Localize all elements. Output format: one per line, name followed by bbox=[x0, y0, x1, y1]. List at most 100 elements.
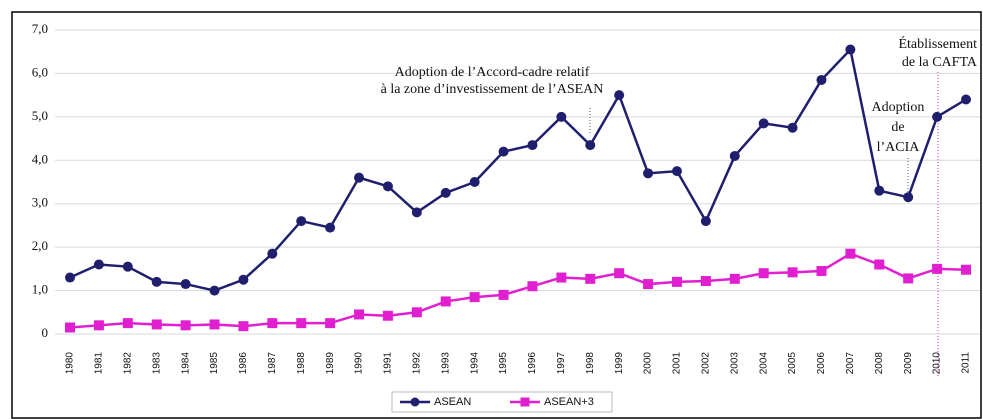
x-tick-label: 1987 bbox=[267, 352, 278, 375]
x-tick-label: 1994 bbox=[469, 352, 480, 375]
y-tick-label: 4,0 bbox=[32, 151, 48, 166]
point bbox=[932, 111, 943, 122]
y-tick-label: 5,0 bbox=[32, 108, 48, 123]
x-tick-label: 1995 bbox=[498, 352, 509, 375]
x-tick-label: 1990 bbox=[354, 352, 365, 375]
point bbox=[180, 279, 191, 290]
point bbox=[614, 90, 625, 101]
y-tick-label: 0 bbox=[42, 325, 49, 340]
point bbox=[151, 319, 162, 330]
x-tick-label: 1983 bbox=[151, 352, 162, 375]
x-tick-label: 1991 bbox=[383, 352, 394, 375]
legend-box bbox=[391, 391, 613, 413]
series-line bbox=[69, 46, 967, 292]
x-tick-label: 1997 bbox=[556, 352, 567, 375]
annotation: à la zone d’investissement de l’ASEAN bbox=[381, 82, 604, 97]
point bbox=[209, 285, 220, 296]
x-tick-label: 2001 bbox=[672, 352, 683, 375]
point bbox=[267, 318, 278, 329]
x-tick-label: 2005 bbox=[787, 352, 798, 375]
x-tick-label: 2004 bbox=[758, 352, 769, 375]
point bbox=[411, 307, 422, 318]
x-tick-label: 2010 bbox=[932, 352, 943, 375]
x-tick-label: 2000 bbox=[643, 352, 654, 375]
point bbox=[758, 118, 769, 129]
point bbox=[151, 276, 162, 287]
point bbox=[122, 318, 133, 329]
point bbox=[700, 276, 711, 287]
point bbox=[238, 321, 249, 332]
point bbox=[585, 140, 596, 151]
point bbox=[961, 264, 971, 275]
annotation: Adoption bbox=[872, 100, 925, 115]
point bbox=[354, 172, 365, 183]
point bbox=[874, 259, 885, 270]
annotation: l’ACIA bbox=[877, 140, 921, 155]
y-tick-label: 1,0 bbox=[32, 282, 48, 297]
x-tick-label: 1986 bbox=[238, 352, 249, 375]
point bbox=[411, 207, 422, 218]
legend-label: ASEAN+3 bbox=[544, 396, 594, 408]
point bbox=[440, 187, 451, 198]
x-tick-label: 1985 bbox=[209, 352, 220, 375]
point bbox=[209, 319, 220, 330]
x-tick-label: 1984 bbox=[180, 352, 191, 375]
point bbox=[556, 272, 567, 283]
point bbox=[643, 168, 654, 179]
point bbox=[671, 276, 682, 287]
x-tick-label: 2011 bbox=[961, 352, 972, 374]
y-tick-label: 6,0 bbox=[32, 64, 48, 79]
point bbox=[440, 296, 451, 307]
x-tick-label: 1999 bbox=[614, 352, 625, 375]
y-tick-label: 7,0 bbox=[32, 21, 48, 36]
point bbox=[296, 318, 307, 329]
point bbox=[903, 192, 914, 203]
x-tick-label: 1980 bbox=[65, 352, 76, 375]
point bbox=[527, 140, 538, 151]
point bbox=[267, 248, 278, 259]
point bbox=[614, 268, 625, 279]
x-tick-label: 1988 bbox=[296, 352, 307, 375]
point bbox=[787, 122, 798, 133]
x-tick-label: 1982 bbox=[122, 352, 133, 375]
x-tick-label: 2007 bbox=[845, 352, 856, 375]
x-tick-label: 2003 bbox=[729, 352, 740, 375]
point bbox=[787, 267, 798, 278]
x-tick-label: 1989 bbox=[325, 352, 336, 375]
point bbox=[469, 177, 480, 187]
x-tick-label: 2008 bbox=[874, 352, 885, 375]
point bbox=[238, 274, 249, 285]
point bbox=[671, 166, 682, 177]
x-tick-label: 1993 bbox=[440, 352, 451, 375]
legend-label: ASEAN bbox=[434, 396, 471, 408]
x-tick-label: 1992 bbox=[411, 352, 422, 375]
x-tick-label: 2006 bbox=[816, 352, 827, 375]
point bbox=[845, 248, 856, 259]
point bbox=[961, 94, 971, 105]
point bbox=[729, 273, 740, 284]
point bbox=[325, 318, 336, 329]
point bbox=[585, 273, 596, 284]
point bbox=[469, 292, 480, 303]
point bbox=[816, 266, 827, 277]
point bbox=[354, 309, 365, 320]
annotation: Adoption de l’Accord-cadre relatif bbox=[395, 65, 590, 80]
point bbox=[932, 263, 943, 274]
legend-marker bbox=[410, 397, 420, 407]
point bbox=[729, 150, 740, 161]
point bbox=[325, 222, 336, 233]
point bbox=[180, 320, 191, 331]
x-tick-label: 1996 bbox=[527, 352, 538, 375]
y-tick-label: 2,0 bbox=[32, 238, 48, 253]
frame bbox=[11, 11, 982, 419]
x-tick-label: 2002 bbox=[701, 352, 712, 375]
annotation: de la CAFTA bbox=[902, 55, 978, 70]
legend-marker bbox=[520, 397, 530, 407]
point bbox=[382, 181, 393, 192]
x-tick-label: 2009 bbox=[903, 352, 914, 375]
point bbox=[643, 279, 654, 290]
point bbox=[498, 146, 509, 157]
point bbox=[758, 268, 769, 279]
point bbox=[65, 272, 75, 283]
